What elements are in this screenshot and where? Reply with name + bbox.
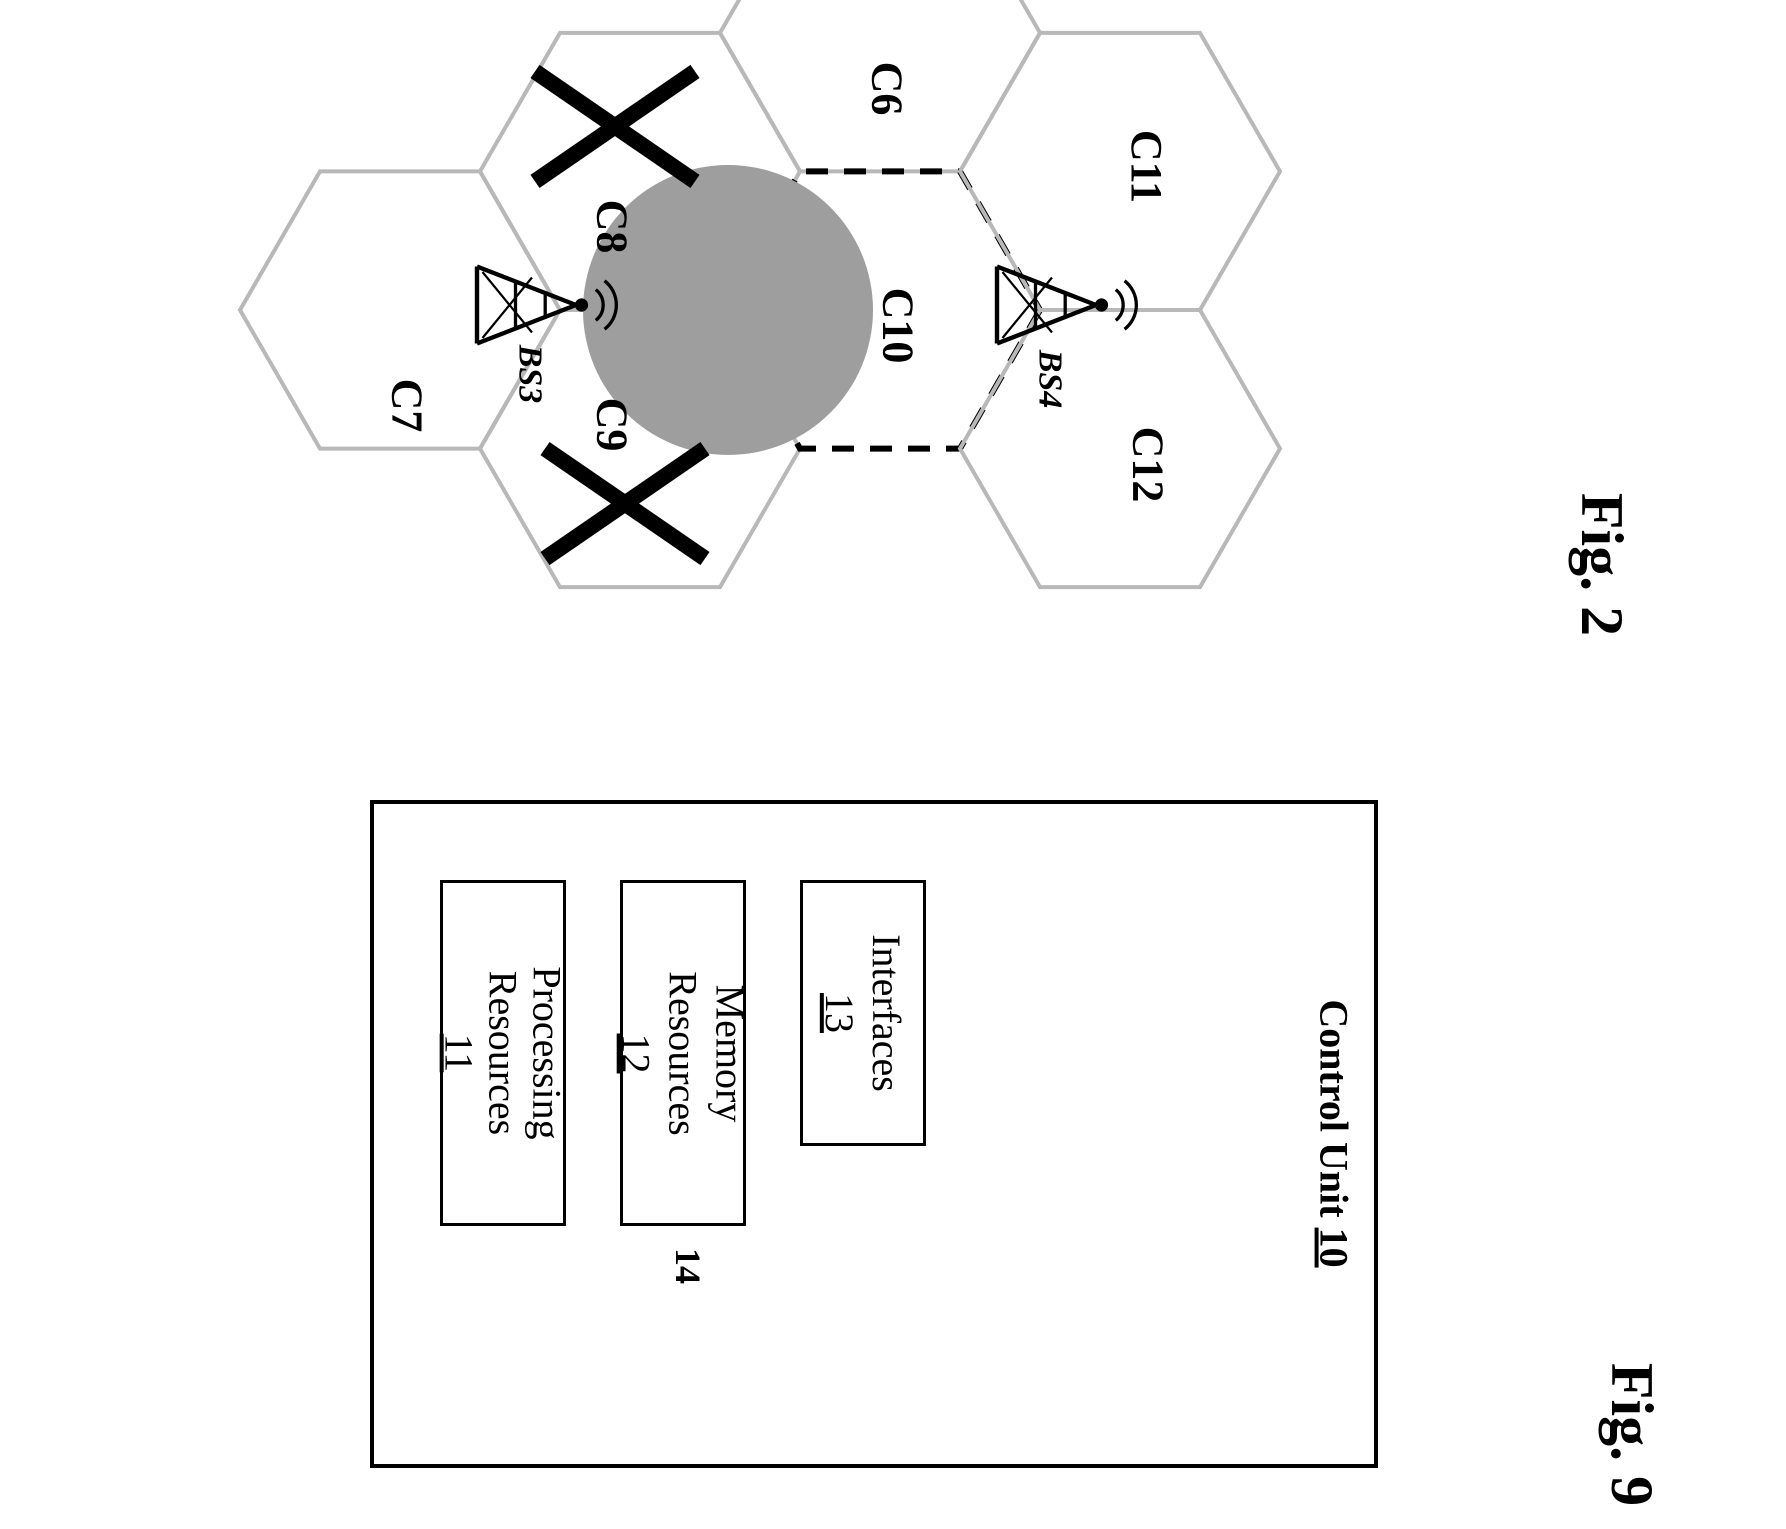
cell-c12 — [960, 310, 1280, 587]
cell-label-c11: C11 — [1121, 130, 1172, 203]
cell-label-c7: C7 — [381, 379, 432, 433]
cell-label-c12: C12 — [1122, 426, 1173, 502]
x-mark-top — [535, 71, 695, 181]
x-mark-bottom — [545, 449, 705, 559]
bs3-label: BS3 — [510, 345, 548, 404]
cell-label-c9: C9 — [586, 397, 637, 451]
cell-label-c10: C10 — [872, 288, 923, 364]
bus-number-label: 14 — [667, 1248, 709, 1284]
stage: C6 C7 C8 C9 C10 C11 C12 BS3 BS4 Fig. 2 Process… — [0, 0, 1786, 1529]
fig9-caption: Fig. 9 — [1597, 1363, 1666, 1506]
bs4-tower-icon — [997, 267, 1136, 344]
control-unit-label: Control Unit 10 — [1311, 999, 1358, 1267]
cell-label-c8: C8 — [586, 200, 637, 254]
interfaces-box: Interfaces 13 — [800, 880, 926, 1146]
memory-resources-box: Memory Resources 12 — [620, 880, 746, 1226]
bs4-label: BS4 — [1030, 350, 1068, 409]
fig2-caption: Fig. 2 — [1567, 493, 1636, 636]
cell-label-c6: C6 — [861, 61, 912, 115]
processing-resources-box: ProcessingResources 11 — [440, 880, 566, 1226]
